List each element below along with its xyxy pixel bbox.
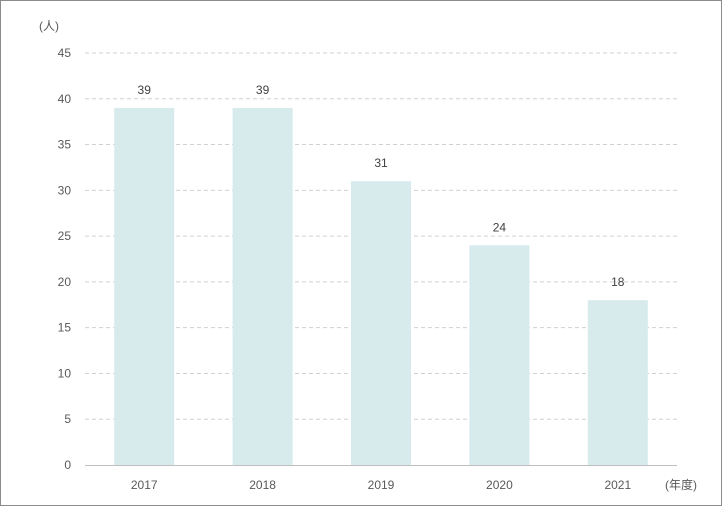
x-tick-label: 2021 xyxy=(604,478,631,492)
x-axis-unit-label: (年度) xyxy=(665,477,697,492)
data-labels: 39 39 31 24 18 xyxy=(138,83,625,289)
bars xyxy=(114,107,648,465)
y-tick-label: 25 xyxy=(58,229,72,243)
x-tick-label: 2017 xyxy=(131,478,158,492)
y-tick-label: 35 xyxy=(58,138,72,152)
data-label: 31 xyxy=(374,156,388,170)
x-tick-label: 2019 xyxy=(368,478,395,492)
y-tick-label: 0 xyxy=(64,458,71,472)
x-tick-label: 2018 xyxy=(249,478,276,492)
bar-2017 xyxy=(114,107,175,465)
y-tick-label: 20 xyxy=(58,275,72,289)
y-tick-label: 30 xyxy=(58,183,72,197)
bar-2019 xyxy=(351,181,411,465)
y-tick-label: 10 xyxy=(58,366,72,380)
bar-2021 xyxy=(587,300,648,465)
y-tick-label: 5 xyxy=(64,412,71,426)
y-tick-label: 45 xyxy=(58,46,72,60)
data-label: 39 xyxy=(256,83,270,97)
data-label: 24 xyxy=(493,220,507,234)
y-tick-label: 15 xyxy=(58,321,72,335)
data-label: 18 xyxy=(611,275,625,289)
bar-2020 xyxy=(469,245,530,465)
y-tick-labels: 0 5 10 15 20 25 30 35 40 45 xyxy=(58,46,72,472)
y-tick-label: 40 xyxy=(58,92,72,106)
bar-2018 xyxy=(232,107,293,465)
y-axis-unit-label: (人) xyxy=(39,19,59,33)
data-label: 39 xyxy=(138,83,152,97)
x-tick-label: 2020 xyxy=(486,478,513,492)
x-tick-labels: 2017 2018 2019 2020 2021 xyxy=(131,478,632,492)
